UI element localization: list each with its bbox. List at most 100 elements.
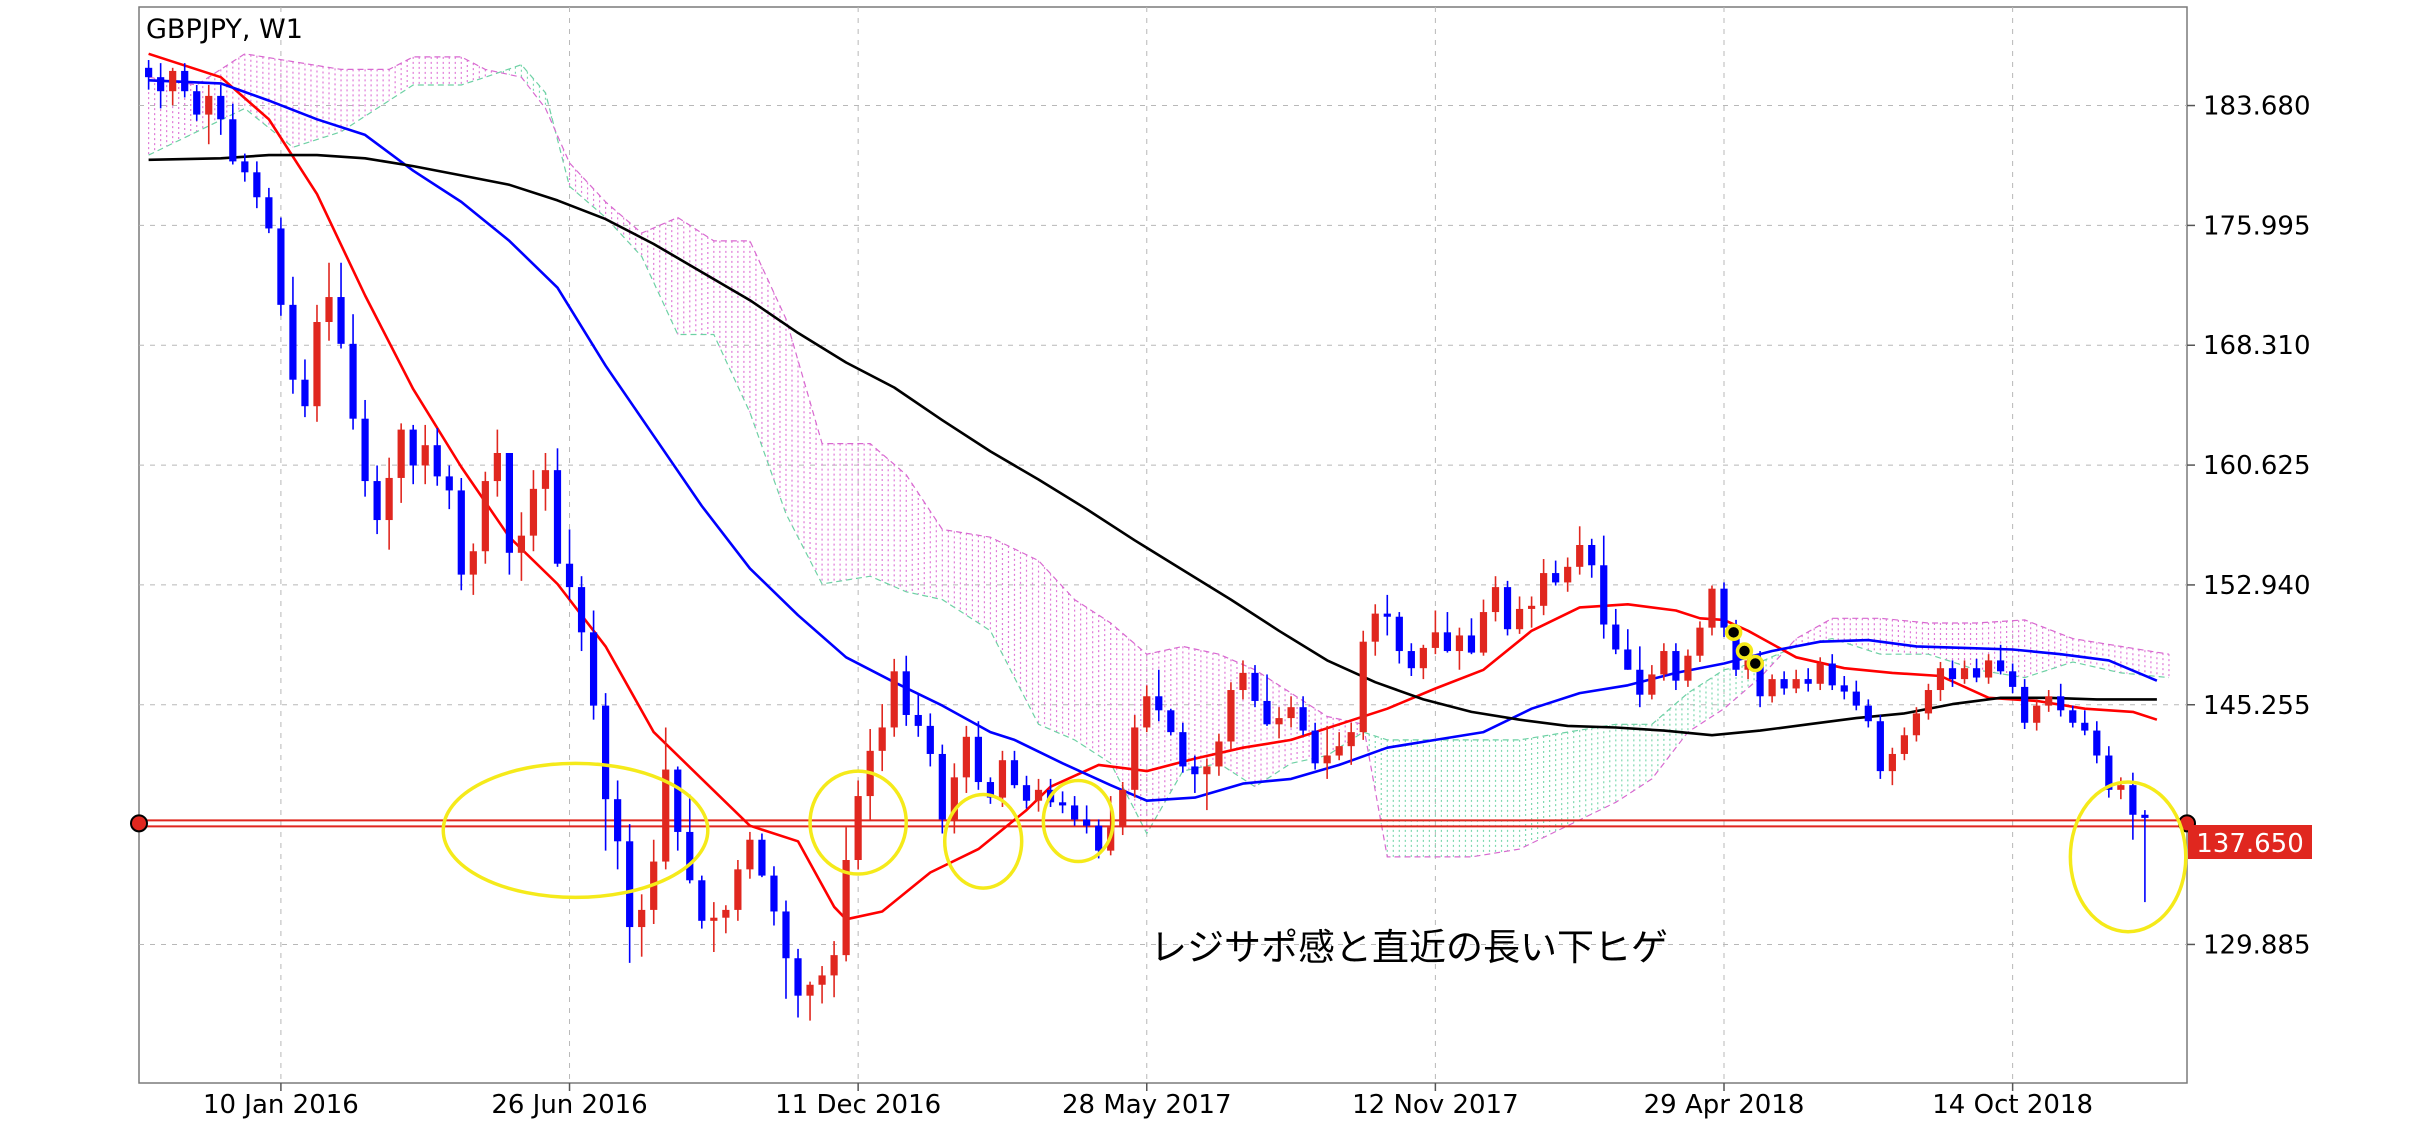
candle-156 [2021, 679, 2029, 730]
candle-109 [1455, 627, 1464, 670]
candle-55 [806, 981, 814, 1021]
candle-body-67 [950, 777, 958, 820]
candle-116 [1540, 559, 1548, 616]
candle-body-56 [818, 975, 826, 985]
candle-77 [1071, 796, 1079, 826]
candle-66 [938, 744, 946, 834]
candle-body-135 [1768, 679, 1776, 697]
candle-30 [505, 452, 513, 575]
candle-body-137 [1792, 679, 1800, 689]
candle-body-10 [265, 197, 273, 229]
candle-body-91 [1239, 672, 1247, 691]
candle-59 [854, 780, 862, 870]
x-tick-label-2: 11 Dec 2016 [775, 1090, 941, 1120]
candle-body-115 [1527, 605, 1536, 609]
candle-body-70 [986, 782, 995, 798]
candle-body-162 [2093, 730, 2101, 756]
candle-10 [265, 187, 273, 234]
candle-body-96 [1299, 707, 1307, 731]
candle-body-159 [2057, 696, 2065, 711]
candle-24 [433, 428, 441, 486]
candle-body-139 [1816, 663, 1824, 684]
candle-160 [2069, 705, 2077, 728]
candle-142 [1852, 680, 1860, 711]
candle-body-69 [974, 736, 983, 783]
candle-157 [2033, 699, 2041, 731]
candle-119 [1576, 526, 1584, 575]
candle-127 [1672, 643, 1680, 691]
candle-body-108 [1443, 632, 1452, 652]
candle-158 [2045, 690, 2053, 712]
candle-body-112 [1491, 587, 1500, 613]
candle-body-119 [1576, 545, 1584, 567]
candle-body-50 [746, 839, 754, 870]
candle-146 [1900, 727, 1908, 761]
candle-body-142 [1852, 691, 1860, 706]
candle-5 [205, 84, 213, 145]
candle-6 [217, 84, 225, 135]
candle-89 [1215, 733, 1223, 776]
candle-body-128 [1684, 655, 1692, 681]
candle-body-81 [1119, 789, 1127, 828]
candle-body-41 [638, 909, 646, 928]
price-label: 137.650 [2188, 825, 2312, 859]
candle-body-12 [289, 304, 297, 380]
candle-body-53 [782, 911, 790, 959]
candle-body-18 [361, 418, 369, 482]
candle-63 [902, 655, 910, 726]
y-tick-label-4: 152.940 [2203, 571, 2311, 601]
candle-body-3 [181, 70, 189, 92]
candle-body-89 [1215, 741, 1223, 767]
candle-72 [1010, 750, 1019, 789]
candle-26 [457, 477, 465, 591]
candle-body-11 [277, 228, 285, 305]
candle-11 [277, 217, 285, 316]
candle-54 [794, 948, 802, 1018]
y-tick-label-5: 145.255 [2203, 691, 2311, 721]
x-axis: 10 Jan 2016 26 Jun 2016 11 Dec 2016 28 May … [203, 1083, 2093, 1120]
y-tick-label-6: 129.885 [2203, 930, 2311, 960]
candle-114 [1515, 596, 1524, 634]
candle-body-111 [1479, 612, 1488, 653]
chart-title: GBPJPY, W1 [146, 14, 303, 45]
y-tick-label-0: 183.680 [2203, 92, 2311, 122]
candle-body-85 [1167, 710, 1175, 733]
candle-body-114 [1515, 608, 1524, 630]
candle-body-145 [1888, 753, 1896, 772]
candle-body-49 [734, 869, 742, 910]
candle-body-28 [481, 481, 489, 552]
candle-body-147 [1912, 713, 1921, 736]
candle-body-143 [1864, 705, 1872, 722]
yellow-marker-0 [1724, 623, 1743, 642]
candle-body-151 [1960, 668, 1969, 680]
candle-body-35 [565, 563, 574, 588]
candle-81 [1119, 782, 1127, 836]
candle-body-88 [1203, 766, 1211, 775]
x-tick-label-1: 26 Jun 2016 [491, 1090, 647, 1120]
candle-body-125 [1648, 674, 1656, 695]
yellow-marker-2 [1746, 654, 1765, 673]
candle-65 [926, 713, 934, 767]
candle-body-38 [602, 705, 610, 800]
candle-140 [1828, 654, 1836, 691]
candle-93 [1263, 674, 1271, 726]
x-tick-label-4: 12 Nov 2017 [1352, 1090, 1519, 1120]
candle-body-71 [998, 760, 1007, 798]
candle-body-93 [1263, 700, 1271, 725]
candle-body-82 [1131, 727, 1139, 790]
candle-123 [1624, 629, 1632, 670]
candle-47 [710, 902, 718, 953]
candle-83 [1143, 685, 1151, 733]
candle-body-74 [1034, 789, 1043, 801]
candle-body-9 [253, 172, 261, 198]
cloud-span-a [148, 63, 2170, 835]
candle-body-116 [1540, 573, 1548, 606]
candle-147 [1912, 707, 1921, 742]
candle-48 [722, 905, 730, 934]
plot-area [138, 6, 2188, 1084]
x-tick-label-5: 29 Apr 2018 [1644, 1090, 1805, 1120]
candle-15 [325, 262, 333, 341]
candle-body-94 [1275, 718, 1283, 725]
candle-76 [1058, 791, 1067, 814]
candle-4 [193, 84, 201, 121]
